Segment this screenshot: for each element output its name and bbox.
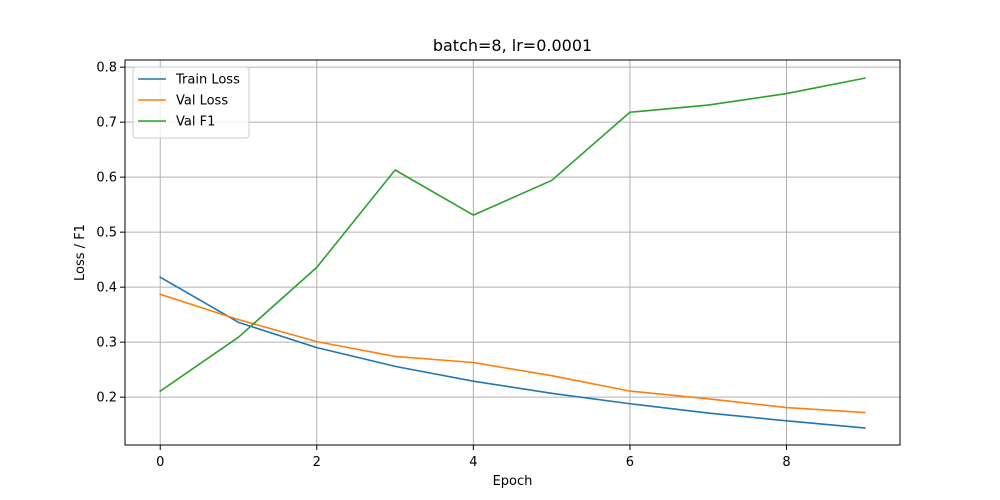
legend-label-train-loss: Train Loss bbox=[175, 73, 240, 88]
legend: Train Loss Val Loss Val F1 bbox=[132, 66, 250, 139]
y-tick-label: 0.3 bbox=[96, 336, 117, 351]
series-line-val-loss bbox=[159, 293, 866, 414]
x-tick-label: 8 bbox=[782, 455, 790, 470]
series-line-train-loss bbox=[159, 276, 866, 429]
plot-area-frame bbox=[124, 59, 901, 446]
chart-title: batch=8, lr=0.0001 bbox=[433, 36, 592, 55]
x-tick-label: 4 bbox=[469, 455, 477, 470]
series-lines bbox=[159, 77, 866, 429]
x-tick-label: 6 bbox=[626, 455, 634, 470]
x-axis-label: Epoch bbox=[493, 474, 533, 489]
axis-ticks: 0 2 4 6 8 0.2 0.3 0.4 0.5 0.6 0.7 0.8 bbox=[96, 61, 790, 470]
x-tick-label: 0 bbox=[156, 455, 164, 470]
grid-lines bbox=[125, 60, 900, 445]
x-tick-label: 2 bbox=[313, 455, 321, 470]
y-tick-label: 0.6 bbox=[96, 171, 117, 186]
y-tick-label: 0.8 bbox=[96, 61, 117, 76]
legend-label-val-loss: Val Loss bbox=[176, 94, 228, 109]
legend-label-val-f1: Val F1 bbox=[176, 115, 215, 130]
series-line-val-f1 bbox=[159, 77, 866, 393]
y-tick-label: 0.2 bbox=[96, 391, 117, 406]
y-tick-label: 0.7 bbox=[96, 116, 117, 131]
y-axis-label: Loss / F1 bbox=[73, 224, 88, 281]
y-tick-label: 0.5 bbox=[96, 226, 117, 241]
y-tick-label: 0.4 bbox=[96, 281, 117, 296]
